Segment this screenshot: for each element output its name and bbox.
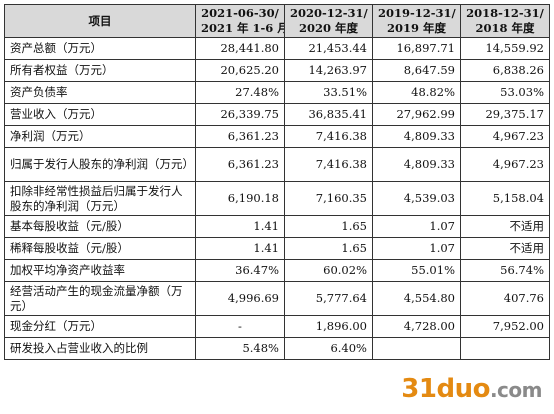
table-row: 经营活动产生的现金流量净额（万元） 4,996.69 5,777.64 4,55… <box>4 281 550 316</box>
cell-value <box>460 337 550 360</box>
cell-value: 5,777.64 <box>284 281 373 316</box>
cell-value: 4,539.03 <box>372 181 461 216</box>
cell-value: 不适用 <box>460 215 550 238</box>
cell-value: 4,967.23 <box>460 125 550 148</box>
cell-value: 14,559.92 <box>460 37 550 60</box>
row-label: 基本每股收益（元/股） <box>4 215 196 238</box>
cell-value: 1.65 <box>284 215 373 238</box>
cell-value: 7,416.38 <box>284 147 373 182</box>
cell-value: 1.07 <box>372 237 461 260</box>
cell-value: 55.01% <box>372 259 461 282</box>
cell-value: - <box>195 315 285 338</box>
cell-value: 6,838.26 <box>460 59 550 82</box>
cell-value: 28,441.80 <box>195 37 285 60</box>
cell-value: 16,897.71 <box>372 37 461 60</box>
cell-value: 26,339.75 <box>195 103 285 126</box>
cell-value: 56.74% <box>460 259 550 282</box>
table-row: 加权平均净资产收益率 36.47% 60.02% 55.01% 56.74% <box>4 259 550 282</box>
cell-value: 8,647.59 <box>372 59 461 82</box>
table-row: 现金分红（万元） - 1,896.00 4,728.00 7,952.00 <box>4 315 550 338</box>
cell-value: 1.65 <box>284 237 373 260</box>
cell-value: 7,416.38 <box>284 125 373 148</box>
cell-value: 5.48% <box>195 337 285 360</box>
cell-value: 27.48% <box>195 81 285 104</box>
table-row: 基本每股收益（元/股） 1.41 1.65 1.07 不适用 <box>4 215 550 238</box>
cell-value: 6.40% <box>284 337 373 360</box>
cell-value: 1.07 <box>372 215 461 238</box>
cell-value: 4,728.00 <box>372 315 461 338</box>
cell-value: 1,896.00 <box>284 315 373 338</box>
cell-value: 60.02% <box>284 259 373 282</box>
header-2020: 2020-12-31/ 2020 年度 <box>284 4 373 38</box>
table-row: 净利润（万元） 6,361.23 7,416.38 4,809.33 4,967… <box>4 125 550 148</box>
table-row: 研发投入占营业收入的比例 5.48% 6.40% <box>4 337 550 360</box>
cell-value: 4,996.69 <box>195 281 285 316</box>
row-label: 研发投入占营业收入的比例 <box>4 337 196 360</box>
cell-value: 1.41 <box>195 215 285 238</box>
row-label: 加权平均净资产收益率 <box>4 259 196 282</box>
cell-value: 7,160.35 <box>284 181 373 216</box>
financial-summary-table: 项目 2021-06-30/ 2021 年 1-6 月 2020-12-31/ … <box>4 4 550 360</box>
cell-value: 36.47% <box>195 259 285 282</box>
cell-value: 5,158.04 <box>460 181 550 216</box>
site-watermark-logo: 31duo.com <box>401 374 542 404</box>
cell-value: 7,952.00 <box>460 315 550 338</box>
table-row: 资产总额（万元） 28,441.80 21,453.44 16,897.71 1… <box>4 37 550 60</box>
row-label: 净利润（万元） <box>4 125 196 148</box>
cell-value: 6,190.18 <box>195 181 285 216</box>
row-label: 现金分红（万元） <box>4 315 196 338</box>
cell-value <box>372 337 461 360</box>
header-item: 项目 <box>4 4 196 38</box>
table-row: 营业收入（万元） 26,339.75 36,835.41 27,962.99 2… <box>4 103 550 126</box>
header-2019: 2019-12-31/ 2019 年度 <box>372 4 461 38</box>
cell-value: 48.82% <box>372 81 461 104</box>
cell-value: 407.76 <box>460 281 550 316</box>
row-label: 所有者权益（万元） <box>4 59 196 82</box>
table-header-row: 项目 2021-06-30/ 2021 年 1-6 月 2020-12-31/ … <box>4 4 550 38</box>
row-label: 营业收入（万元） <box>4 103 196 126</box>
table-row: 稀释每股收益（元/股） 1.41 1.65 1.07 不适用 <box>4 237 550 260</box>
cell-value: 4,967.23 <box>460 147 550 182</box>
table-row: 归属于发行人股东的净利润（万元） 6,361.23 7,416.38 4,809… <box>4 147 550 182</box>
cell-value: 4,554.80 <box>372 281 461 316</box>
row-label: 扣除非经常性损益后归属于发行人股东的净利润（万元） <box>4 181 196 216</box>
row-label: 归属于发行人股东的净利润（万元） <box>4 147 196 182</box>
cell-value: 27,962.99 <box>372 103 461 126</box>
row-label: 经营活动产生的现金流量净额（万元） <box>4 281 196 316</box>
cell-value: 36,835.41 <box>284 103 373 126</box>
row-label: 资产总额（万元） <box>4 37 196 60</box>
table-row: 资产负债率 27.48% 33.51% 48.82% 53.03% <box>4 81 550 104</box>
cell-value: 53.03% <box>460 81 550 104</box>
cell-value: 4,809.33 <box>372 147 461 182</box>
cell-value: 21,453.44 <box>284 37 373 60</box>
cell-value: 6,361.23 <box>195 147 285 182</box>
cell-value: 20,625.20 <box>195 59 285 82</box>
row-label: 稀释每股收益（元/股） <box>4 237 196 260</box>
cell-value: 33.51% <box>284 81 373 104</box>
table-row: 扣除非经常性损益后归属于发行人股东的净利润（万元） 6,190.18 7,160… <box>4 181 550 216</box>
table-row: 所有者权益（万元） 20,625.20 14,263.97 8,647.59 6… <box>4 59 550 82</box>
cell-value: 4,809.33 <box>372 125 461 148</box>
cell-value: 29,375.17 <box>460 103 550 126</box>
cell-value: 1.41 <box>195 237 285 260</box>
row-label: 资产负债率 <box>4 81 196 104</box>
cell-value: 14,263.97 <box>284 59 373 82</box>
header-2021h1: 2021-06-30/ 2021 年 1-6 月 <box>195 4 285 38</box>
cell-value: 不适用 <box>460 237 550 260</box>
header-2018: 2018-12-31/ 2018 年度 <box>460 4 550 38</box>
cell-value: 6,361.23 <box>195 125 285 148</box>
